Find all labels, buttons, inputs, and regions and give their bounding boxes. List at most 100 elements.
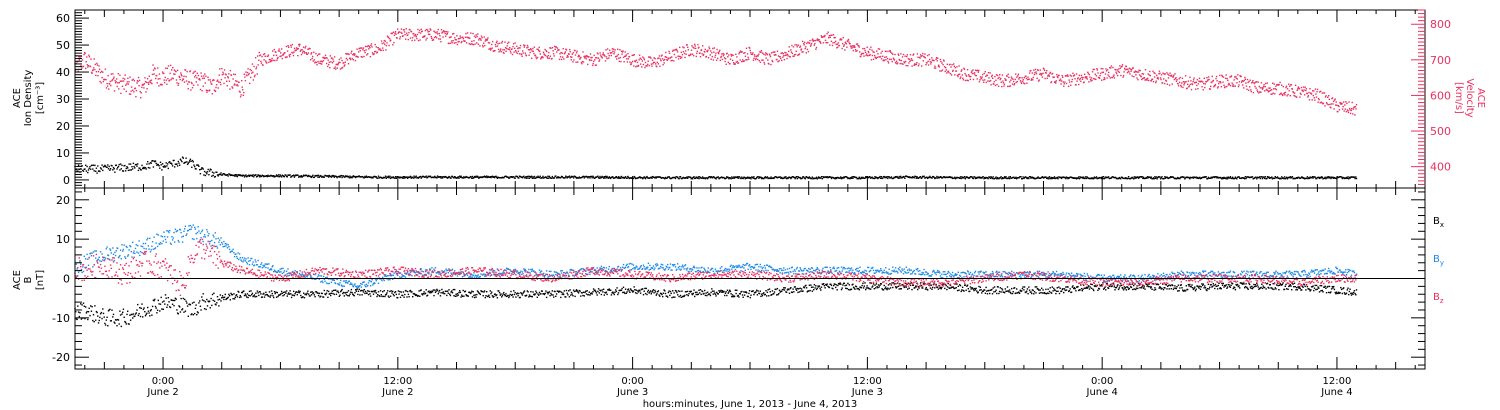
density-point [349, 175, 351, 177]
velocity-point [1035, 71, 1037, 73]
bx-point [175, 298, 177, 300]
velocity-point [121, 80, 123, 82]
bx-point [411, 291, 413, 293]
bx-point [471, 296, 474, 298]
velocity-point [947, 70, 950, 72]
velocity-point [581, 63, 583, 65]
velocity-point [1346, 102, 1348, 105]
velocity-point [1333, 108, 1335, 110]
velocity-point [192, 84, 195, 86]
velocity-point [719, 49, 721, 51]
velocity-point [220, 78, 223, 81]
velocity-point [552, 50, 554, 52]
bx-point [92, 314, 95, 316]
bx-point [317, 294, 320, 297]
velocity-point [647, 63, 649, 66]
velocity-point [927, 64, 930, 66]
density-point [145, 168, 147, 170]
bx-point [572, 289, 575, 291]
velocity-point [298, 43, 300, 46]
bx-point [360, 289, 363, 292]
velocity-point [328, 61, 330, 63]
bx-point [221, 297, 223, 299]
velocity-point [1353, 106, 1356, 108]
density-point [620, 177, 622, 179]
density-point [116, 168, 118, 170]
density-point [290, 175, 293, 178]
velocity-point [1254, 81, 1257, 83]
density-point [138, 167, 140, 169]
velocity-point [509, 50, 512, 52]
velocity-point [466, 36, 468, 38]
density-point [686, 177, 689, 179]
bx-point [438, 291, 440, 293]
velocity-point [1341, 108, 1344, 110]
velocity-point [663, 59, 665, 62]
velocity-point [758, 53, 760, 55]
velocity-point [736, 60, 739, 63]
velocity-point [564, 51, 567, 53]
density-point [191, 159, 194, 162]
velocity-point [400, 28, 403, 30]
velocity-point [302, 50, 304, 52]
velocity-point [155, 77, 157, 80]
velocity-point [1144, 79, 1146, 81]
density-point [181, 160, 183, 163]
velocity-point [966, 79, 968, 81]
velocity-point [1135, 74, 1137, 76]
velocity-point [972, 78, 975, 81]
velocity-point [780, 52, 782, 55]
bx-point [184, 298, 186, 301]
velocity-point [878, 48, 881, 50]
velocity-point [1003, 83, 1006, 85]
velocity-point [1169, 72, 1171, 74]
bx-point [384, 294, 387, 296]
velocity-point [933, 67, 936, 69]
density-point [322, 176, 325, 178]
bx-point [407, 293, 410, 296]
density-point [1008, 177, 1011, 180]
velocity-point [874, 54, 876, 57]
bx-point [257, 292, 259, 294]
density-point [332, 175, 334, 178]
density-point [211, 171, 214, 173]
velocity-point [764, 54, 766, 56]
velocity-point [194, 76, 196, 78]
velocity-point [1155, 80, 1157, 82]
velocity-point [368, 45, 370, 47]
density-point [339, 176, 341, 178]
bx-point [606, 293, 608, 296]
density-point [1078, 178, 1081, 180]
density-point [496, 177, 499, 179]
velocity-point [1081, 76, 1083, 79]
bx-point [221, 295, 224, 297]
velocity-point [345, 57, 348, 60]
bx-point [222, 296, 224, 299]
bx-point [570, 294, 572, 296]
velocity-point [624, 51, 626, 53]
velocity-point [495, 45, 497, 48]
bx-point [472, 291, 474, 293]
density-point [1309, 176, 1311, 178]
velocity-point [505, 47, 508, 50]
velocity-point [429, 28, 431, 30]
velocity-point [409, 28, 411, 31]
velocity-point [716, 57, 719, 60]
velocity-point [870, 46, 872, 48]
density-point [1347, 176, 1349, 178]
velocity-point [130, 86, 133, 88]
velocity-point [1332, 103, 1334, 105]
velocity-point [1049, 71, 1052, 74]
bx-point [159, 310, 161, 312]
velocity-point [1076, 80, 1078, 82]
bx-point [195, 304, 197, 306]
density-point [1184, 178, 1186, 180]
velocity-point [985, 75, 987, 77]
density-point [206, 173, 208, 175]
velocity-point [227, 76, 229, 78]
density-point [1091, 178, 1093, 180]
density-point [179, 164, 181, 166]
velocity-point [1117, 70, 1119, 73]
velocity-point [1124, 67, 1126, 70]
velocity-point [690, 49, 693, 51]
